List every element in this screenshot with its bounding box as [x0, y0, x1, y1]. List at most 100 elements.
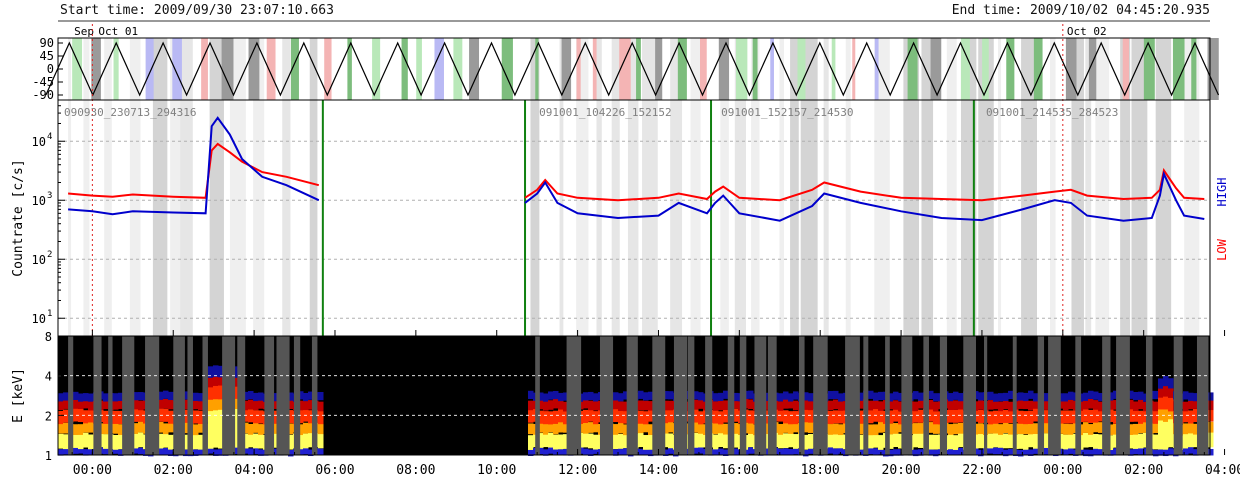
spectrogram-cell [693, 432, 699, 448]
data-gap-band [559, 38, 564, 336]
spectrogram-cell [253, 447, 259, 455]
spectrogram-cell [158, 448, 164, 455]
spectrogram-cell [553, 423, 559, 435]
spectrogram-cell [83, 398, 89, 409]
spin-marker [736, 38, 748, 100]
data-gap-band [823, 38, 829, 336]
spectrogram-cell [1138, 447, 1144, 455]
spectrogram-cell [1143, 422, 1149, 433]
spectrogram-cell [78, 393, 84, 402]
spectrogram-cell [298, 447, 304, 455]
x-tick-label: 04:00 [235, 463, 274, 478]
spectrogram-cell [918, 449, 924, 456]
interval-label: 091001_152157_214530 [721, 106, 853, 119]
spin-marker [145, 38, 154, 100]
data-gap-band [1049, 38, 1056, 336]
spectrogram-cell [103, 393, 109, 402]
spectrogram-cell [258, 449, 264, 456]
spectrogram-cell [63, 447, 69, 455]
spectrogram-cell [1008, 390, 1014, 400]
spectrogram-cell [558, 409, 564, 423]
spectrogram-cell [1023, 423, 1029, 435]
spectrogram-cell [718, 422, 724, 434]
spectrogram-cell [698, 447, 704, 454]
data-gap-band [1071, 38, 1084, 336]
spectrogram-cell [1093, 448, 1099, 455]
spectrogram-gap [705, 336, 713, 455]
spectrogram-cell [548, 432, 554, 448]
spectrogram-cell [158, 391, 164, 400]
spectrogram-cell [558, 434, 564, 450]
spectrogram-cell [1028, 432, 1034, 448]
spectrogram-cell [623, 448, 629, 455]
spectrogram-cell [138, 447, 144, 455]
spectrogram-cell [543, 411, 549, 425]
spectrogram-cell [783, 433, 789, 449]
spectrogram-cell [553, 390, 559, 400]
spectrogram-cell [948, 424, 954, 435]
spectrogram-cell [733, 448, 739, 455]
legend-low: LOW [1215, 238, 1229, 260]
spectrogram-cell [213, 365, 219, 377]
spectrogram-cell [253, 410, 259, 424]
spectrogram-cell [1193, 449, 1199, 456]
data-gap-band [309, 38, 318, 336]
spin-marker [852, 38, 856, 100]
spectrogram-cell [538, 392, 544, 401]
spectrogram-cell [63, 392, 69, 401]
spectrogram-cell [663, 410, 669, 424]
spectrogram-cell [643, 411, 649, 425]
spectrogram-cell [1133, 447, 1139, 455]
spectrogram-cell [308, 410, 314, 424]
spin-marker [1088, 38, 1097, 100]
spectrogram-cell [258, 433, 264, 449]
spectrogram-cell [933, 434, 939, 450]
spectrogram-cell [1143, 393, 1149, 402]
spin-marker [1191, 38, 1197, 100]
spectrogram-cell [893, 449, 899, 456]
data-gap-band [912, 38, 919, 336]
spectrogram-gap [863, 336, 869, 455]
spectrogram-cell [1168, 386, 1174, 398]
spectrogram-cell [693, 391, 699, 400]
spectrogram-cell [638, 400, 644, 411]
spectrogram-cell [193, 399, 199, 410]
spectrogram-cell [1033, 433, 1039, 449]
spectrogram-gap [173, 336, 185, 455]
spectrogram-cell [1193, 393, 1199, 402]
spectrogram-cell [958, 393, 964, 402]
countrate-ytick-label: 10 [32, 135, 46, 149]
spectrogram-cell [288, 399, 294, 410]
spectrogram-cell [1083, 399, 1089, 410]
spectrogram-cell [978, 433, 984, 449]
interval-label: 090930_230713_294316 [64, 106, 196, 119]
spectrogram-cell [208, 447, 214, 454]
spectrogram-cell [168, 399, 174, 410]
spectrogram-cell [583, 422, 589, 434]
spectrogram-cell [548, 391, 554, 400]
axes: 00:00 02:00 04:00 06:00 08:00 10:00 12:00 14:00… [71, 330, 1240, 478]
x-tick-label: 02:00 [1124, 463, 1163, 478]
spectrogram-cell [783, 448, 789, 455]
spectrogram-cell [713, 434, 719, 450]
spectrogram-cell [138, 392, 144, 401]
spectrogram-gap [1196, 336, 1209, 455]
spectrogram-cell [1093, 434, 1099, 449]
spectrogram-cell [613, 424, 619, 435]
spectrogram-cell [183, 399, 189, 410]
spectrogram-cell [788, 398, 794, 409]
spectrogram-cell [833, 399, 839, 410]
spectrogram-cell [913, 449, 919, 457]
spin-ytick-label: -90 [32, 88, 54, 102]
spectrogram-cell [563, 449, 569, 456]
spectrogram-cell [1003, 392, 1009, 402]
spectrogram-cell [733, 408, 739, 422]
spectrogram-cell [858, 410, 864, 424]
spectrogram-cell [1003, 409, 1009, 423]
spectrogram-cell [893, 400, 899, 410]
spectrogram-cell [248, 409, 254, 423]
spectrogram-cell [618, 422, 624, 434]
spectrogram-cell [183, 391, 189, 400]
data-gap-band [253, 38, 265, 336]
spectrogram-cell [873, 424, 879, 436]
